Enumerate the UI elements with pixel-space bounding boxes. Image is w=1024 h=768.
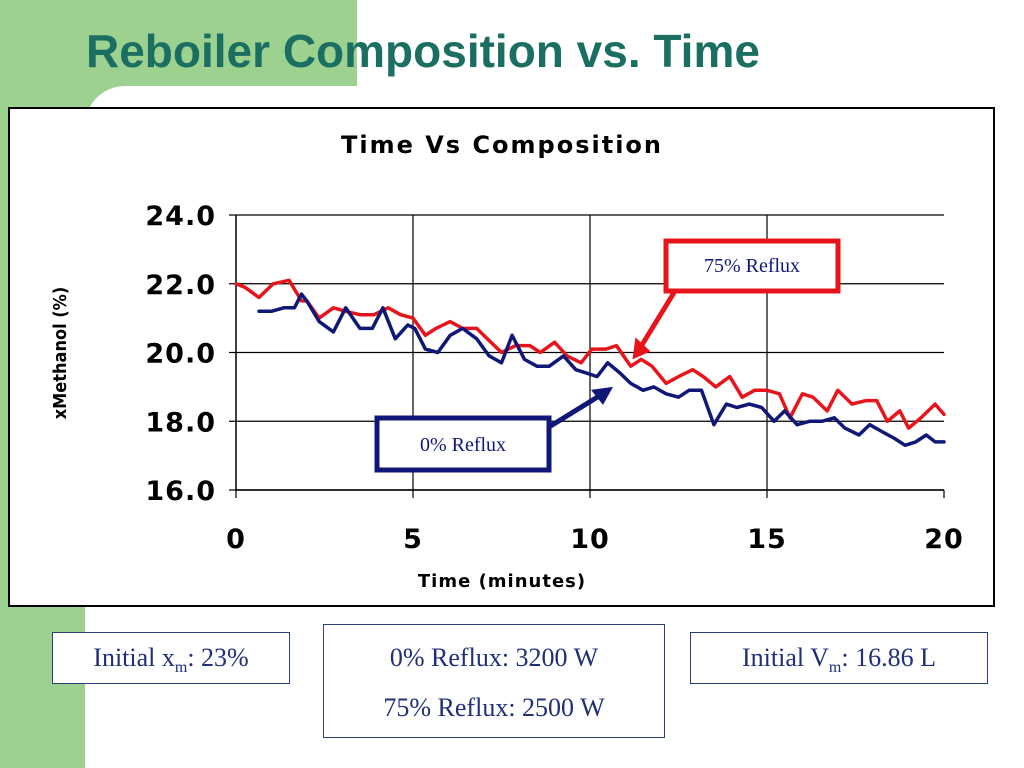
initial-xm-value: : 23% xyxy=(187,643,249,672)
annotation-box-0-reflux xyxy=(374,415,552,473)
annotation-label-75-reflux: 75% Reflux xyxy=(704,255,800,277)
x-tick-label-3: 15 xyxy=(747,524,787,555)
initial-xm-prefix: Initial x xyxy=(93,643,175,672)
series-line-0-reflux xyxy=(257,292,946,448)
x-tick-label-0: 0 xyxy=(226,524,246,555)
y-tick-label-4: 24.0 xyxy=(145,201,216,232)
initial-xm-subscript: m xyxy=(174,659,188,677)
y-tick-label-0: 16.0 xyxy=(145,476,216,507)
initial-vm-subscript: m xyxy=(828,659,842,677)
power-75-reflux: 75% Reflux: 2500 W xyxy=(383,693,605,722)
annotation-arrow-0-reflux xyxy=(547,392,603,430)
annotation-arrowhead-0-reflux xyxy=(591,386,614,405)
composition-chart: Time Vs Composition 16.0 18.0 20.0 22.0 24.0 0… xyxy=(50,131,964,592)
annotation-box-75-reflux xyxy=(663,238,841,294)
y-tick-label-3: 22.0 xyxy=(145,270,216,301)
series-line-75-reflux xyxy=(234,278,946,430)
x-tick-label-1: 5 xyxy=(403,524,423,555)
x-axis-title: Time (minutes) xyxy=(418,571,586,592)
y-tick-label-1: 18.0 xyxy=(145,407,216,438)
power-0-reflux: 0% Reflux: 3200 W xyxy=(389,643,599,672)
y-tick-label-2: 20.0 xyxy=(145,339,216,370)
chart-title: Time Vs Composition xyxy=(341,131,663,159)
slide-title: Reboiler Composition vs. Time xyxy=(86,25,760,77)
initial-vm-box: Initial Vm: 16.86 L xyxy=(690,632,988,684)
reboiler-power-box: 0% Reflux: 3200 W 75% Reflux: 2500 W xyxy=(323,624,665,738)
annotation-arrowhead-75-reflux xyxy=(632,337,651,360)
y-axis-title: xMethanol (%) xyxy=(50,287,71,420)
x-tick-label-4: 20 xyxy=(924,524,964,555)
x-tick-label-2: 10 xyxy=(570,524,610,555)
initial-vm-value: : 16.86 L xyxy=(841,643,936,672)
initial-vm-prefix: Initial V xyxy=(742,643,829,672)
annotation-label-0-reflux: 0% Reflux xyxy=(420,434,506,456)
annotation-arrow-75-reflux xyxy=(638,289,678,349)
initial-xm-box: Initial xm: 23% xyxy=(52,632,290,684)
chart-frame: Time Vs Composition 16.0 18.0 20.0 22.0 24.0 0… xyxy=(8,107,995,607)
